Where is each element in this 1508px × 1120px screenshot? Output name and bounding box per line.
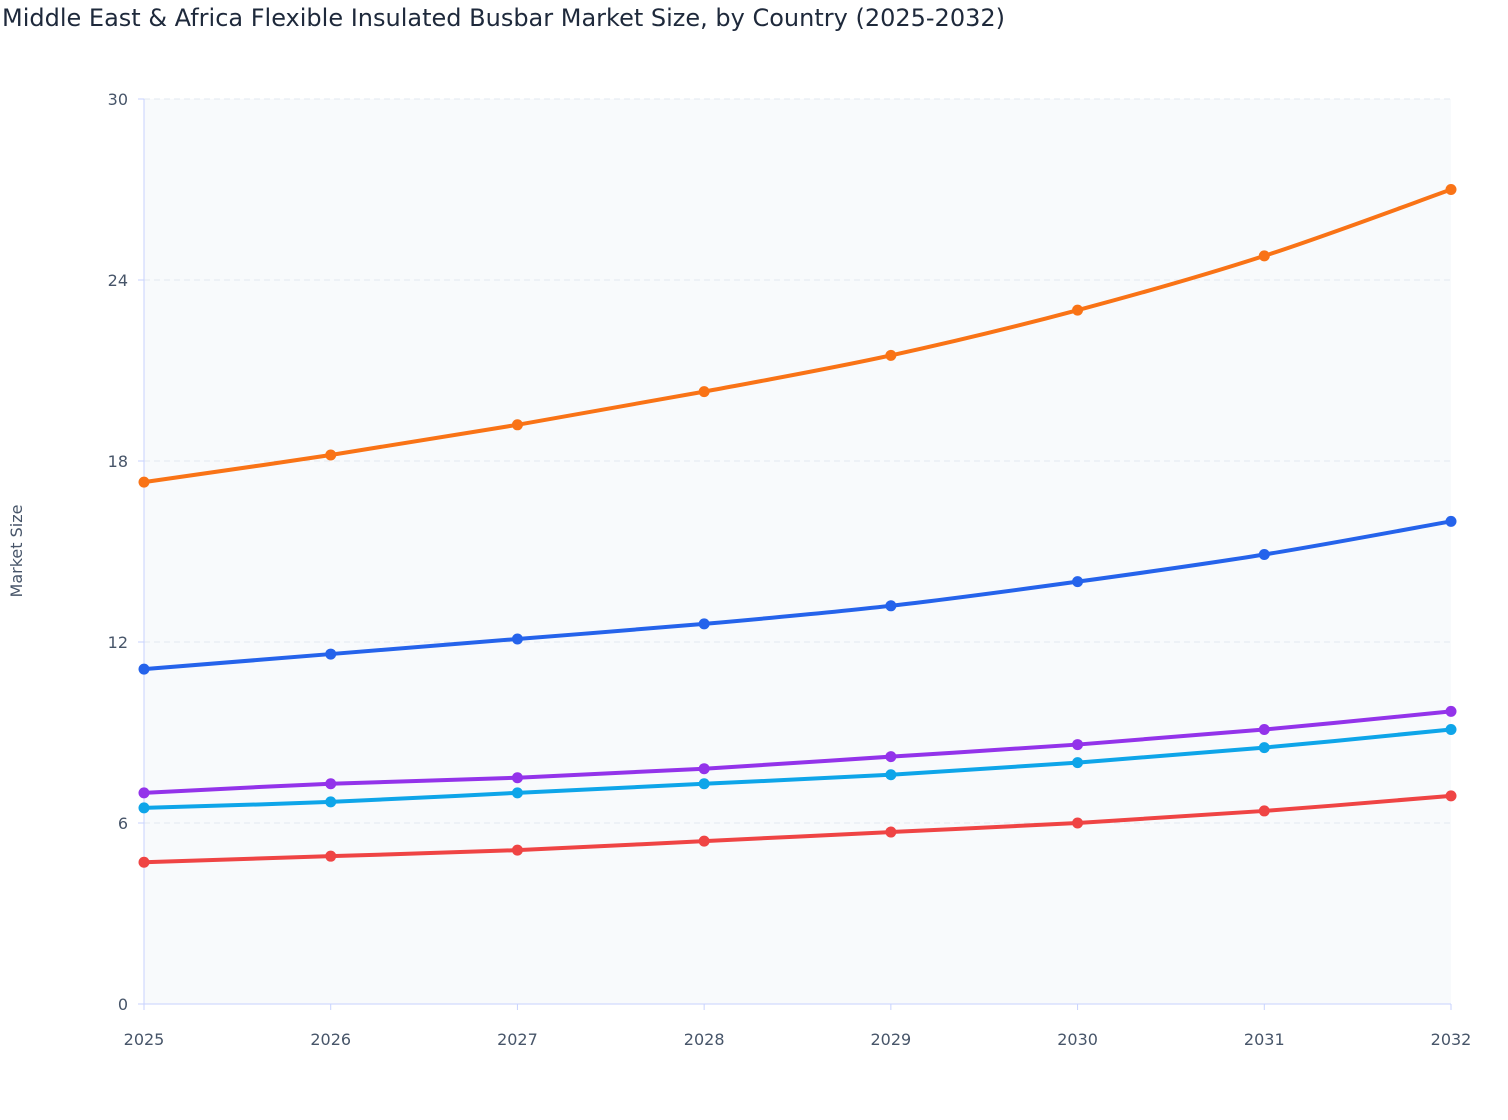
data-point <box>698 618 710 630</box>
series-line-1 <box>142 519 1453 672</box>
y-tick-label: 18 <box>108 452 128 471</box>
series-line-0 <box>142 187 1453 485</box>
data-point <box>325 796 337 808</box>
x-tick-label: 2025 <box>124 1030 165 1049</box>
data-point <box>325 449 337 461</box>
data-point <box>1258 549 1270 561</box>
x-tick-label: 2027 <box>497 1030 538 1049</box>
data-point <box>138 663 150 675</box>
y-axis-title: Market Size <box>7 505 26 598</box>
data-point <box>885 769 897 781</box>
data-point <box>325 850 337 862</box>
data-point <box>138 476 150 488</box>
data-point <box>138 787 150 799</box>
data-point <box>698 835 710 847</box>
data-point <box>885 751 897 763</box>
data-point <box>698 386 710 398</box>
data-point <box>1258 742 1270 754</box>
data-point <box>885 600 897 612</box>
data-point <box>1072 576 1084 588</box>
data-point <box>1258 250 1270 262</box>
x-tick-label: 2030 <box>1057 1030 1098 1049</box>
data-point <box>885 349 897 361</box>
data-point <box>1258 805 1270 817</box>
x-tick-label: 2026 <box>310 1030 351 1049</box>
data-point <box>1445 184 1457 195</box>
series-line-4 <box>142 793 1453 865</box>
y-tick-label: 24 <box>108 271 128 290</box>
x-tick-label: 2031 <box>1244 1030 1285 1049</box>
data-point <box>1445 515 1457 527</box>
data-point <box>698 778 710 790</box>
y-tick-label: 12 <box>108 633 128 652</box>
x-tick-label: 2029 <box>870 1030 911 1049</box>
y-tick-label: 6 <box>118 814 128 833</box>
data-point <box>1072 739 1084 751</box>
data-point <box>1072 817 1084 829</box>
data-point <box>138 856 150 868</box>
data-point <box>1072 757 1084 769</box>
data-point <box>1445 723 1457 735</box>
data-point <box>511 772 523 784</box>
data-point <box>325 648 337 660</box>
data-point <box>1445 705 1457 717</box>
data-point <box>511 419 523 431</box>
data-point <box>698 763 710 775</box>
data-point <box>1445 790 1457 802</box>
chart-title: Middle East & Africa Flexible Insulated … <box>2 4 1005 32</box>
data-point <box>511 787 523 799</box>
data-point <box>1258 723 1270 735</box>
data-point <box>885 826 897 838</box>
y-tick-label: 0 <box>118 995 128 1014</box>
x-tick-label: 2028 <box>684 1030 725 1049</box>
data-point <box>511 633 523 645</box>
plot-background <box>144 99 1451 1004</box>
series-line-2 <box>142 709 1453 795</box>
y-tick-label: 30 <box>108 90 128 109</box>
data-point <box>511 844 523 856</box>
series-line-3 <box>142 727 1453 810</box>
data-point <box>325 778 337 790</box>
x-tick-label: 2032 <box>1431 1030 1472 1049</box>
data-point <box>1072 304 1084 316</box>
data-point <box>138 802 150 814</box>
